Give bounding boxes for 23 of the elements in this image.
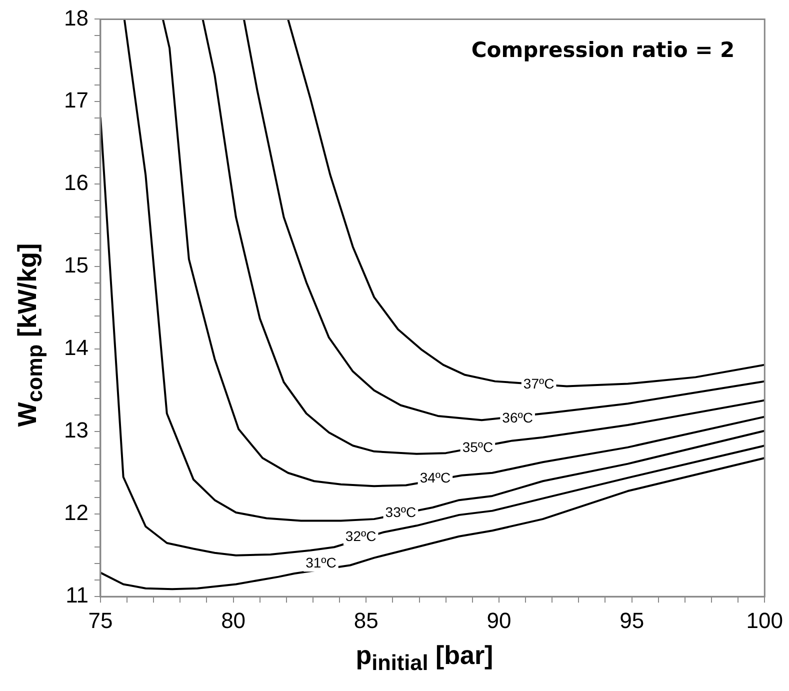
x-tick-label: 90 — [486, 608, 512, 633]
annotation: 33ºC — [385, 504, 416, 520]
y-tick-label: 18 — [64, 5, 88, 30]
x-tick-label: 75 — [88, 608, 113, 633]
annotation: 36ºC — [502, 409, 533, 426]
y-tick-label: 17 — [64, 88, 88, 113]
annotation: 34ºC — [420, 470, 451, 486]
text: Compression ratio = 2 — [471, 38, 735, 62]
x-tick-label: 100 — [746, 608, 784, 633]
annotation: 31ºC — [306, 554, 336, 570]
y-tick-label: 11 — [66, 582, 88, 608]
annotation: 37ºC — [523, 375, 554, 392]
x-axis-title: p$_{initial}$ [bar] — [354, 640, 494, 676]
annotation: 32ºC — [345, 528, 376, 544]
x-tick-label: 85 — [354, 608, 378, 633]
y-tick-label: 16 — [64, 170, 88, 196]
x-tick-label: 95 — [620, 608, 644, 633]
y-tick-label: 12 — [64, 500, 88, 526]
x-tick-label: 80 — [221, 608, 246, 633]
y-tick-label: 13 — [64, 418, 88, 443]
y-tick-label: 15 — [64, 252, 88, 278]
y-tick-label: 14 — [64, 335, 88, 360]
annotation: 35ºC — [462, 438, 494, 455]
